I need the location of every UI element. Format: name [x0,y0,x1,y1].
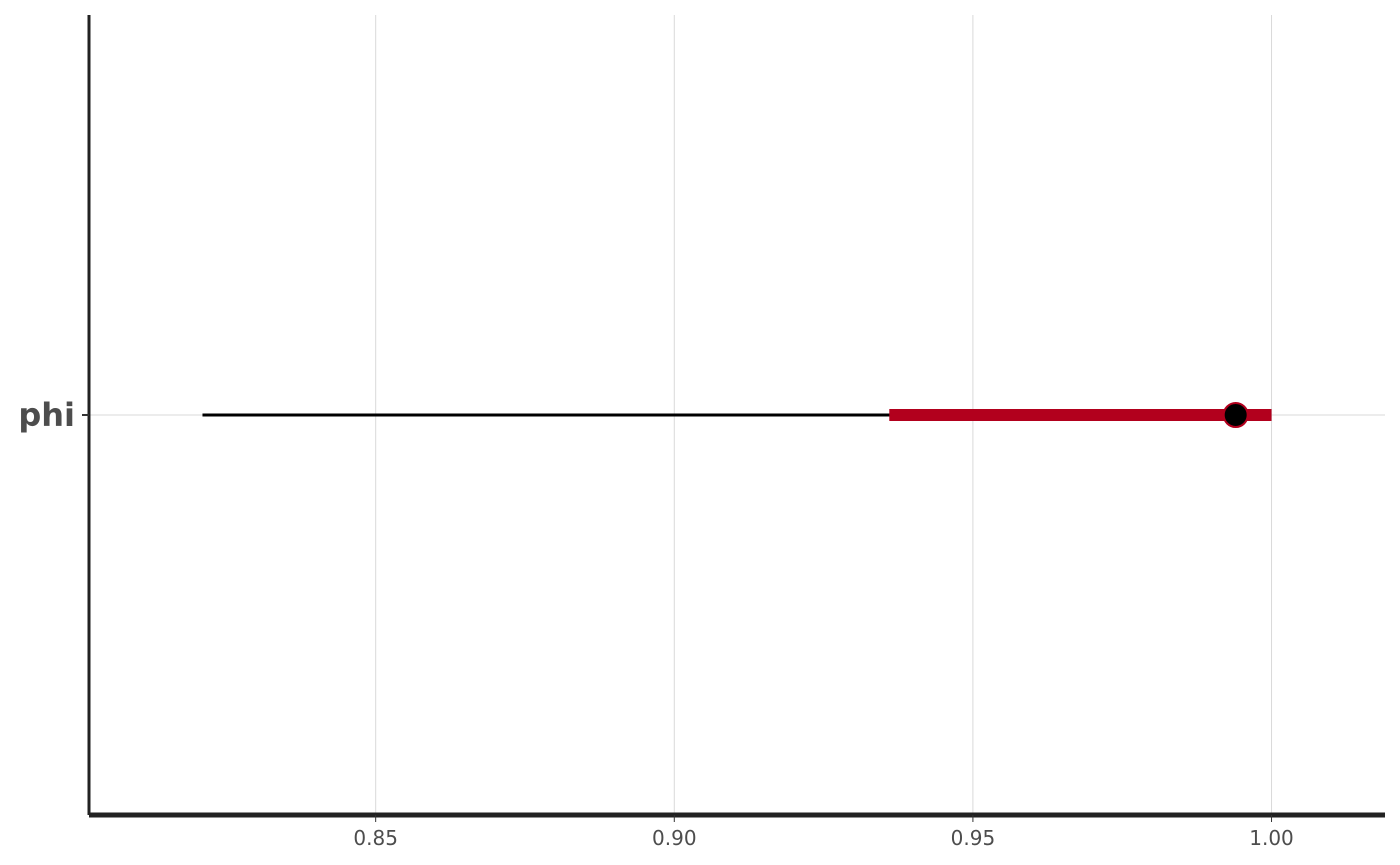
parameter-label: phi [18,396,75,434]
y-axis-ticks: phi [18,396,89,434]
x-axis-ticks: 0.85 0.90 0.95 1.00 [353,815,1294,850]
x-tick-label: 1.00 [1249,826,1294,850]
x-tick-label: 0.90 [652,826,697,850]
x-tick-label: 0.85 [353,826,398,850]
parameter-intervals [202,402,1272,428]
x-tick-label: 0.95 [951,826,996,850]
point-estimate-marker [1222,402,1249,428]
